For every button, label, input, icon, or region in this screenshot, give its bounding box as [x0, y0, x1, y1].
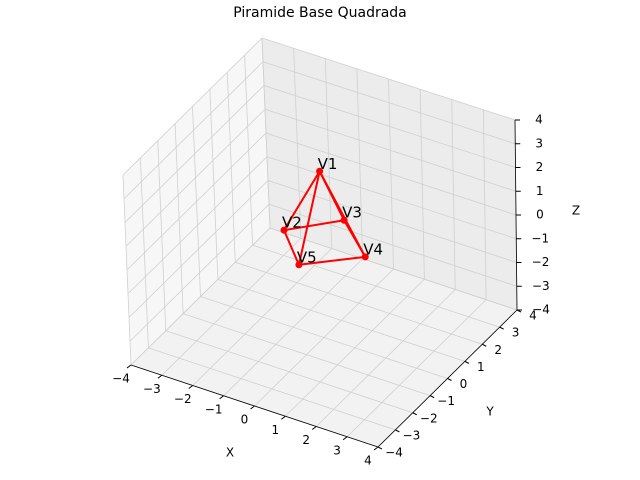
- x-tick: [373, 446, 379, 451]
- grid-line: [128, 180, 269, 318]
- x-tick-label: −1: [205, 402, 223, 416]
- y-tick: [447, 378, 452, 381]
- y-tick-label: 0: [460, 377, 468, 391]
- grid-line: [252, 244, 500, 328]
- z-tick-label: 0: [536, 208, 544, 222]
- grid-line: [129, 203, 270, 342]
- z-tick-label: −1: [531, 231, 549, 245]
- y-tick: [412, 412, 417, 416]
- edge: [283, 170, 321, 231]
- edge: [297, 171, 321, 265]
- x-tick-label: −2: [174, 392, 192, 406]
- y-axis-label: Y: [485, 405, 494, 419]
- point-label: V5: [297, 248, 317, 266]
- x-tick-label: 0: [241, 413, 249, 427]
- grid-line: [130, 227, 271, 366]
- x-tick: [219, 395, 224, 400]
- y-tick-label: −2: [420, 411, 438, 425]
- z-tick-label: 1: [536, 184, 544, 198]
- y-tick: [464, 360, 470, 364]
- grid-line: [262, 61, 516, 145]
- x-tick: [281, 415, 286, 420]
- y-tick-label: −3: [403, 428, 421, 442]
- grid-line: [182, 313, 431, 397]
- grid-line: [165, 330, 413, 414]
- grid-line: [267, 180, 517, 263]
- z-tick-label: −4: [532, 303, 550, 317]
- z-tick-label: −2: [532, 255, 550, 269]
- edge: [343, 219, 367, 258]
- point-label: V3: [342, 204, 362, 222]
- grid-line: [265, 132, 517, 216]
- chart-title: Piramide Base Quadrada: [233, 5, 407, 21]
- y-axis-line: [377, 309, 518, 448]
- z-tick-label: 3: [535, 136, 543, 150]
- x-tick: [126, 364, 132, 369]
- y-tick: [499, 326, 504, 330]
- x-axis-label: X: [226, 446, 234, 460]
- grid-line: [261, 37, 516, 121]
- grid-line: [124, 85, 265, 223]
- y-tick-label: 3: [512, 326, 520, 340]
- y-tick-label: 1: [477, 360, 485, 374]
- grid-line: [122, 37, 263, 176]
- x-tick-label: 1: [272, 423, 280, 437]
- z-tick-label: −3: [532, 279, 550, 293]
- point-label: V1: [318, 155, 338, 173]
- y-tick: [482, 343, 487, 347]
- y-tick-label: −1: [437, 394, 455, 408]
- x-tick: [250, 405, 255, 410]
- point-label: V4: [363, 240, 383, 258]
- grid-line: [126, 132, 267, 271]
- point-label: V2: [282, 214, 302, 232]
- y-tick-label: 4: [529, 309, 537, 323]
- edge: [283, 229, 300, 266]
- point: [340, 216, 348, 224]
- z-tick-label: 2: [536, 160, 544, 174]
- y-tick: [377, 446, 383, 450]
- grid-line: [148, 347, 396, 431]
- y-tick-label: 2: [494, 343, 502, 357]
- grid-line: [264, 108, 516, 192]
- x-tick-label: −4: [112, 372, 130, 386]
- point: [361, 253, 369, 261]
- x-tick: [157, 374, 163, 379]
- grid-line: [127, 156, 268, 295]
- x-tick: [311, 426, 317, 430]
- grid-line: [125, 108, 266, 247]
- x-tick: [188, 385, 194, 389]
- grid-line: [123, 61, 264, 200]
- grid-line: [269, 227, 518, 311]
- edge: [283, 219, 345, 232]
- y-tick: [395, 429, 400, 433]
- z-axis-line: [514, 119, 518, 311]
- x-tick: [342, 436, 348, 441]
- z-axis-label: Z: [572, 204, 580, 218]
- grid-line: [200, 296, 448, 379]
- y-tick-label: −4: [385, 446, 403, 460]
- x-axis-line: [130, 364, 379, 448]
- x-tick-label: 4: [364, 454, 372, 468]
- x-tick-label: 3: [333, 443, 341, 457]
- grid-line: [217, 278, 466, 362]
- z-tick-label: 4: [535, 113, 543, 127]
- edge: [298, 255, 366, 266]
- x-tick-label: −3: [143, 382, 161, 396]
- grid-line: [235, 261, 483, 345]
- point: [280, 226, 288, 234]
- y-tick: [429, 395, 435, 399]
- grid-line: [266, 156, 517, 240]
- x-tick-label: 2: [302, 433, 310, 447]
- point: [295, 261, 303, 269]
- point: [316, 167, 324, 175]
- grid-line: [263, 85, 516, 168]
